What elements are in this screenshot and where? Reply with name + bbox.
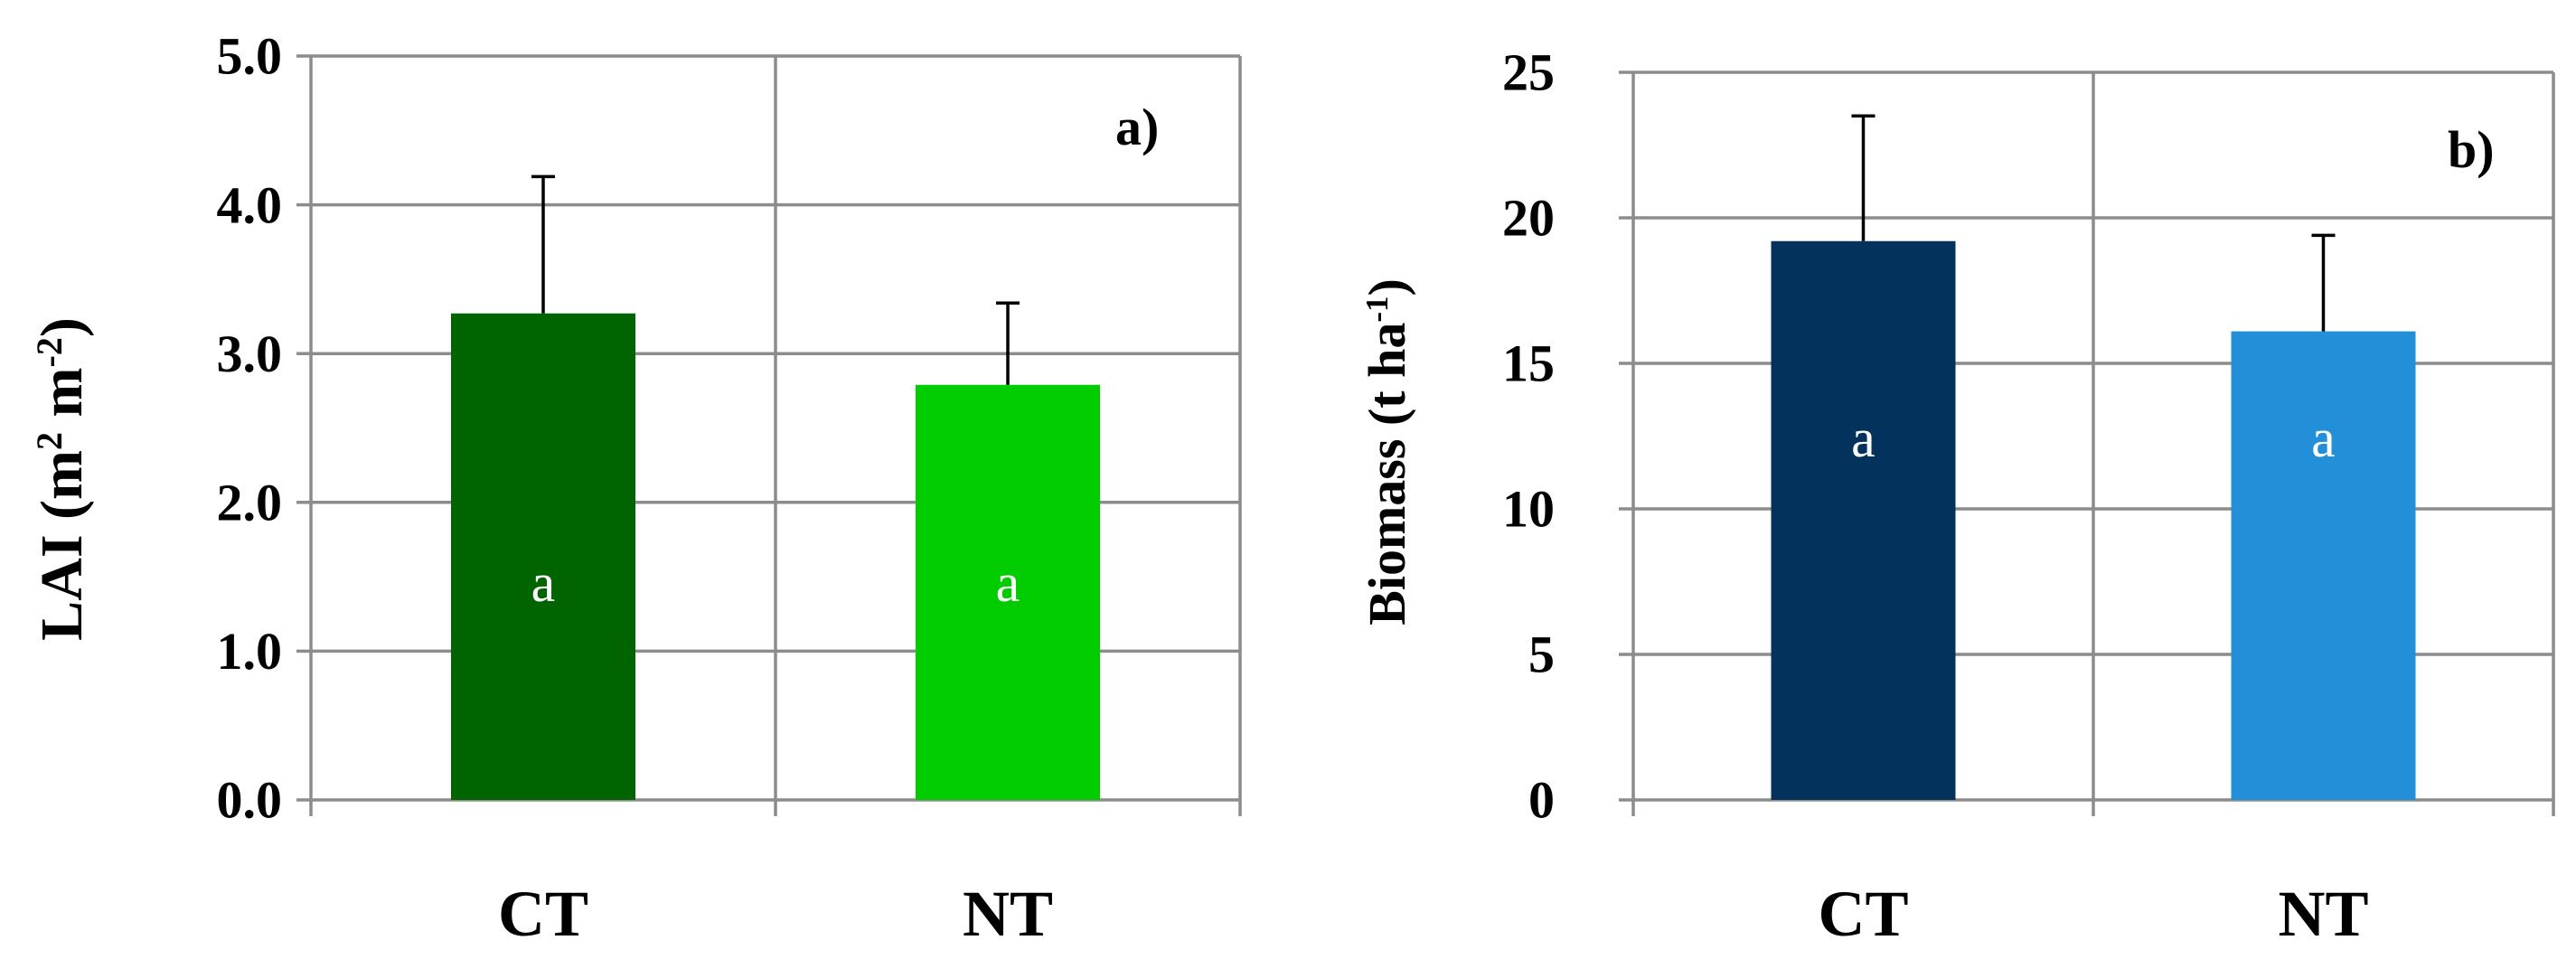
y-tick-label: 10: [1502, 480, 1555, 539]
x-category-label: NT: [963, 878, 1053, 950]
y-axis-label-text: ): [29, 317, 95, 337]
bar-significance-label: a: [531, 553, 556, 613]
bar-significance-label: a: [1851, 409, 1876, 468]
y-axis-label-text: Biomass (t ha: [1358, 323, 1416, 625]
bar-ct: [451, 313, 635, 800]
x-category-label: NT: [2278, 878, 2368, 950]
bar-ct: [1771, 240, 1956, 800]
panel-label: a): [1115, 98, 1159, 156]
x-category-label: CT: [498, 878, 588, 950]
bar-significance-label: a: [2311, 409, 2336, 468]
y-tick-label: 0: [1528, 771, 1555, 830]
y-axis-label-text: LAI (m: [29, 450, 95, 641]
y-tick-label: 5: [1528, 625, 1555, 684]
y-axis-label-text: ): [1358, 278, 1416, 296]
bar-significance-label: a: [996, 553, 1020, 613]
y-tick-label: 2.0: [217, 474, 283, 532]
panel-label: b): [2448, 120, 2495, 179]
chart-panel-b: 0 5 10 15 20 25 a CT a NT b) Biomass (t ha-1): [1358, 43, 2555, 950]
y-axis-label-superscript: -1: [1359, 296, 1395, 323]
y-tick-label: 25: [1502, 43, 1555, 102]
y-tick-label: 5.0: [217, 27, 283, 86]
y-tick-label: 20: [1502, 189, 1555, 248]
y-tick-label: 4.0: [217, 175, 283, 234]
y-tick-label: 0.0: [217, 771, 283, 830]
y-tick-label: 15: [1502, 334, 1555, 393]
y-axis-label: Biomass (t ha-1): [1358, 278, 1416, 625]
y-axis-label-superscript: 2: [29, 432, 70, 450]
y-tick-label: 3.0: [217, 324, 283, 383]
bar-nt: [2231, 331, 2416, 801]
y-axis-label-text: m: [29, 368, 95, 432]
y-axis-label: LAI (m2 m-2): [29, 317, 96, 641]
y-tick-label: 1.0: [217, 622, 283, 681]
bar-nt: [916, 384, 1100, 800]
y-axis-label-superscript: -2: [29, 337, 70, 367]
x-category-label: CT: [1818, 878, 1908, 950]
chart-panel-a: 0.0 1.0 2.0 3.0 4.0 5.0 a CT a NT a) LAI (m2 m-2): [29, 27, 1242, 950]
